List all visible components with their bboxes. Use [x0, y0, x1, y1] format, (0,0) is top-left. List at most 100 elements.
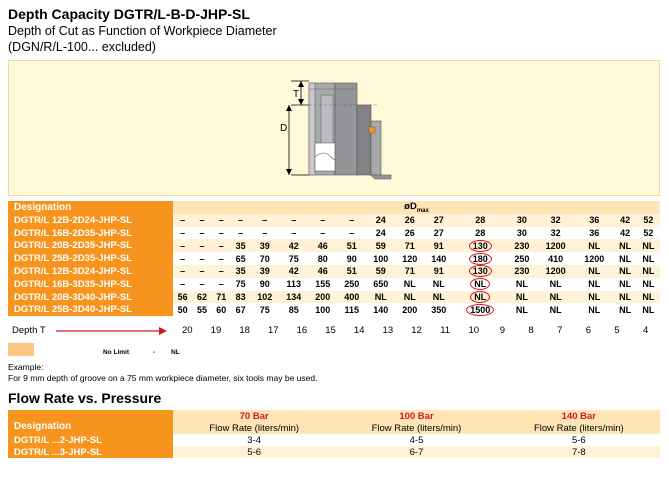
table-row: DGTR/L ...2-JHP-SL 3-4 4-5 5-6	[8, 434, 660, 446]
row-designation: DGTR/L 25B-2D35-JHP-SL	[8, 252, 173, 266]
diameter-value: 91	[424, 239, 454, 253]
diameter-value: –	[192, 239, 212, 253]
diameter-value: 102	[250, 290, 280, 304]
diameter-value: NL	[574, 277, 614, 291]
diameter-value: 65	[230, 252, 251, 266]
diameter-value: 28	[453, 226, 508, 240]
diameter-value: –	[192, 213, 212, 227]
diameter-value: NL	[574, 265, 614, 278]
example-text: For 9 mm depth of groove on a 75 mm work…	[8, 373, 318, 383]
diameter-value: –	[308, 226, 338, 240]
diameter-value: –	[250, 213, 280, 227]
diameter-value: 650	[366, 277, 396, 291]
row-designation: DGTR/L 16B-2D35-JHP-SL	[8, 226, 173, 240]
diameter-value: 30	[507, 226, 537, 240]
diameter-value: 71	[395, 265, 425, 278]
depth-value: 5	[614, 325, 620, 336]
diameter-value: 130	[453, 239, 508, 253]
diameter-value: 24	[366, 226, 396, 240]
flow-rate-table: Designation 70 Bar 100 Bar 140 Bar Flow …	[8, 410, 660, 458]
diameter-value: 42	[613, 226, 637, 240]
example-note: Example: For 9 mm depth of groove on a 7…	[8, 362, 317, 384]
diameter-value: 46	[308, 265, 338, 278]
label-d: D	[280, 123, 287, 134]
diameter-value: 1200	[536, 265, 575, 278]
flow-value: 3-4	[173, 434, 336, 446]
row-designation: DGTR/L 16B-3D35-JHP-SL	[8, 277, 173, 291]
diameter-value: 59	[366, 265, 396, 278]
circled-value: NL	[470, 291, 491, 304]
depth-value: 4	[643, 325, 649, 336]
diameter-value: NL	[424, 290, 454, 304]
diameter-value: NL	[536, 290, 575, 304]
depth-value: 6	[585, 325, 592, 336]
diameter-value: –	[173, 213, 193, 227]
circled-value: 130	[468, 239, 492, 252]
table-row: DGTR/L 25B-2D35-JHP-SL – – –65 70 75 80 90 100 12…	[8, 252, 660, 266]
diameter-value: –	[211, 226, 231, 240]
diameter-value: 55	[192, 303, 212, 317]
table-row: DGTR/L 16B-3D35-JHP-SL – – –75 90 113 155 250 65…	[8, 277, 660, 291]
depth-capacity-table: Designation øDmax DGTR/L 12B-2D24-JHP-SL…	[8, 201, 660, 317]
diameter-value: NL	[613, 252, 637, 266]
flow-value: 5-6	[173, 446, 336, 458]
diameter-value: 100	[366, 252, 396, 266]
diameter-value: NL	[536, 277, 575, 291]
flow-rate-header: Flow Rate (liters/min)	[335, 422, 498, 434]
diameter-value: NL	[395, 277, 425, 291]
pressure-70-header: 70 Bar	[173, 410, 336, 422]
diameter-value: NL	[574, 239, 614, 253]
depth-value: 9	[499, 325, 506, 336]
depth-value: 8	[528, 325, 534, 336]
flow-row-label: DGTR/L ...3-JHP-SL	[8, 446, 173, 458]
diameter-symbol: øD	[404, 201, 417, 212]
diameter-value: 51	[337, 265, 367, 278]
diameter-value: 1200	[536, 239, 575, 253]
diameter-value: –	[192, 226, 212, 240]
flow-value: 4-5	[335, 434, 498, 446]
diameter-value: –	[279, 213, 309, 227]
circled-value: 180	[468, 252, 492, 265]
row-designation: DGTR/L 12B-3D24-JHP-SL	[8, 265, 173, 278]
diameter-value: 71	[395, 239, 425, 253]
diameter-value: 250	[337, 277, 367, 291]
diameter-value: 130	[453, 265, 508, 278]
diameter-value: –	[192, 252, 212, 266]
diameter-value: 36	[574, 226, 614, 240]
circled-value: 1500	[466, 303, 495, 316]
diameter-value: 28	[453, 213, 508, 227]
table-row: DGTR/L 12B-3D24-JHP-SL – – –35 39 42 46 51 59 71 9…	[8, 265, 660, 278]
diameter-value: 42	[279, 239, 309, 253]
flow-designation-header: Designation	[8, 410, 173, 434]
diameter-value: 100	[308, 303, 338, 317]
example-title: Example:	[8, 362, 44, 372]
table-row: DGTR/L 20B-2D35-JHP-SL – – –35 39 42 46 51 59 71 9…	[8, 239, 660, 253]
diameter-value: 200	[308, 290, 338, 304]
diameter-value: 200	[395, 303, 425, 317]
row-designation: DGTR/L 20B-3D40-JHP-SL	[8, 290, 173, 304]
diameter-value: NL	[507, 303, 537, 317]
diameter-value: 75	[230, 277, 251, 291]
diameter-value: 42	[279, 265, 309, 278]
diameter-value: 155	[308, 277, 338, 291]
diameter-value: 230	[507, 265, 537, 278]
depth-value: 15	[325, 325, 336, 336]
diameter-value: 32	[536, 213, 575, 227]
diameter-value: NL	[636, 265, 660, 278]
diameter-value: 400	[337, 290, 367, 304]
diameter-value: NL	[424, 277, 454, 291]
designation-header: Designation	[8, 201, 173, 214]
diameter-value: NL	[366, 290, 396, 304]
diameter-value: –	[211, 277, 231, 291]
diameter-value: 120	[395, 252, 425, 266]
legend-swatch	[8, 343, 34, 356]
depth-value: 11	[440, 325, 451, 336]
diameter-value: –	[279, 226, 309, 240]
diameter-value: NL	[636, 239, 660, 253]
diameter-value: 35	[230, 265, 251, 278]
page-title: Depth Capacity DGTR/L-B-D-JHP-SL	[8, 6, 250, 22]
diameter-value: 30	[507, 213, 537, 227]
diameter-value: NL	[636, 252, 660, 266]
diameter-value: NL	[395, 290, 425, 304]
diameter-value: 1500	[453, 303, 508, 317]
